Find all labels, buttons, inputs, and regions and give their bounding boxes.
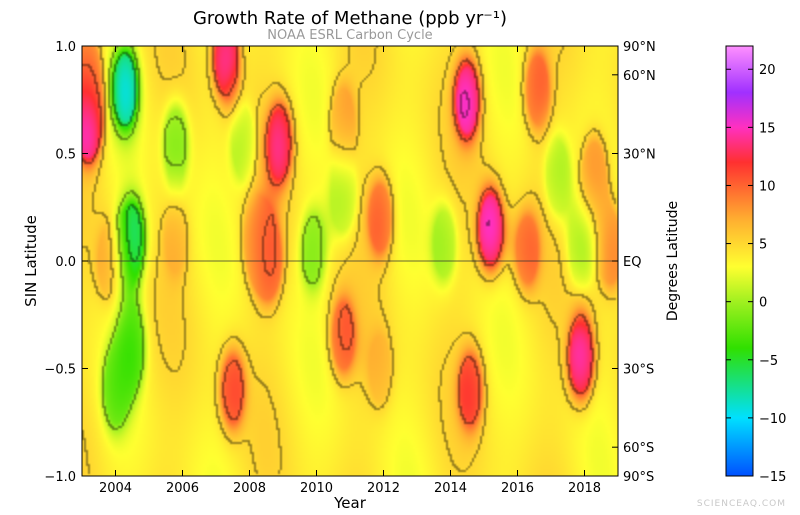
x-axis-label: Year <box>333 494 367 512</box>
x-tick-label: 2004 <box>99 481 132 496</box>
y-tick-label: 1.0 <box>55 40 76 55</box>
chart-title: Growth Rate of Methane (ppb yr⁻¹) <box>193 8 507 29</box>
y2-tick-label: 90°S <box>623 470 654 485</box>
y-tick-label: 0.5 <box>55 148 76 163</box>
colorbar-tick-label: 20 <box>759 63 776 78</box>
x-axis: 2004 2006 2008 2010 2012 2014 2016 2018 <box>99 46 601 496</box>
x-tick-label: 2018 <box>568 481 601 496</box>
x-tick-label: 2012 <box>367 481 400 496</box>
y-tick-label: −0.5 <box>44 363 76 378</box>
y2-axis-label: Degrees Latitude <box>665 201 681 321</box>
x-tick-label: 2008 <box>233 481 266 496</box>
x-tick-label: 2014 <box>434 481 467 496</box>
plot-area <box>81 45 619 477</box>
colorbar-tick-label: 5 <box>759 238 767 253</box>
y2-tick-label: 30°N <box>623 148 656 163</box>
x-tick-label: 2010 <box>300 481 333 496</box>
colorbar-tick-label: 10 <box>759 179 776 194</box>
y2-axis: 90°N 60°N 30°N EQ 30°S 60°S 90°S <box>612 40 656 485</box>
x-tick-label: 2016 <box>501 481 534 496</box>
colorbar-tick-label: −5 <box>759 354 778 369</box>
y-tick-label: −1.0 <box>44 470 76 485</box>
watermark: SCIENCEAQ.COM <box>696 499 786 509</box>
colorbar-tick-label: 15 <box>759 121 776 136</box>
y2-tick-label: EQ <box>623 255 641 270</box>
y2-tick-label: 30°S <box>623 363 654 378</box>
chart-subtitle: NOAA ESRL Carbon Cycle <box>267 28 432 43</box>
colorbar-fill <box>725 45 754 477</box>
y2-tick-label: 90°N <box>623 40 656 55</box>
y2-tick-label: 60°S <box>623 441 654 456</box>
colorbar-tick-label: 0 <box>759 296 767 311</box>
colorbar-tick-label: −10 <box>759 412 786 427</box>
colorbar-tick-label: −15 <box>759 470 786 485</box>
y-axis: −1.0 −0.5 0.0 0.5 1.0 <box>44 40 88 485</box>
colorbar-ticks: −15 −10 −5 0 5 10 15 20 <box>726 63 786 485</box>
y-tick-label: 0.0 <box>55 255 76 270</box>
colorbar: −15 −10 −5 0 5 10 15 20 <box>725 45 786 485</box>
y2-tick-label: 60°N <box>623 69 656 84</box>
y-axis-label: SIN Latitude <box>22 215 40 307</box>
x-tick-label: 2006 <box>166 481 199 496</box>
